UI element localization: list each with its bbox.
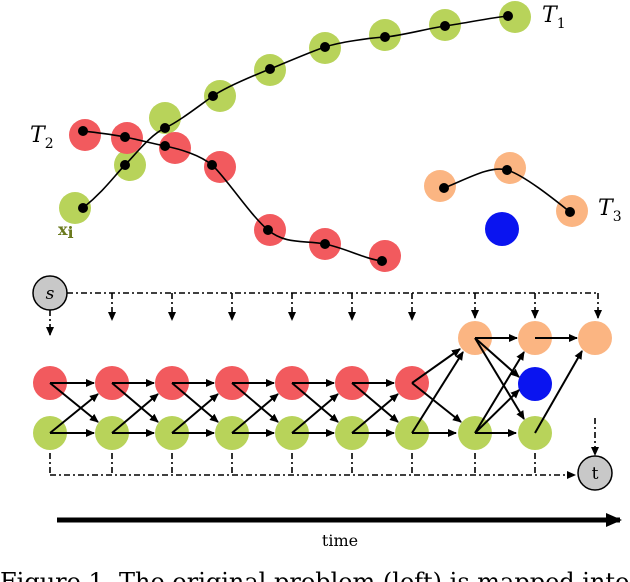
label-t3: T3 — [598, 196, 622, 225]
figure-caption: Figure 1. The original problem (left) is… — [0, 568, 630, 582]
detection-t1 — [499, 1, 531, 33]
label-xi: xi — [58, 220, 74, 242]
label-t1: T1 — [542, 3, 566, 32]
flow-graph-panel: s t time — [32, 275, 622, 550]
detection-t1 — [59, 192, 91, 224]
detection-t1 — [149, 102, 181, 134]
graph-node-orange — [578, 321, 612, 355]
trajectories-panel: T1 T2 T3 xi — [30, 1, 622, 272]
false-detection — [485, 212, 519, 246]
detection-t2 — [369, 240, 401, 272]
source-node — [32, 275, 68, 311]
graph-node-blue — [518, 367, 552, 401]
transition-edges — [49, 334, 583, 437]
sink-node — [577, 455, 613, 491]
time-label: time — [322, 531, 358, 550]
source-label: s — [46, 284, 55, 304]
trajectory-points — [78, 11, 575, 266]
sink-edges — [49, 418, 599, 479]
detection-t2 — [204, 151, 236, 183]
sink-label: t — [592, 464, 599, 484]
label-t2: T2 — [30, 123, 54, 152]
source-edges — [46, 292, 602, 336]
trajectory-t2-circles — [69, 119, 401, 272]
trajectory-t1-circles — [59, 1, 531, 224]
